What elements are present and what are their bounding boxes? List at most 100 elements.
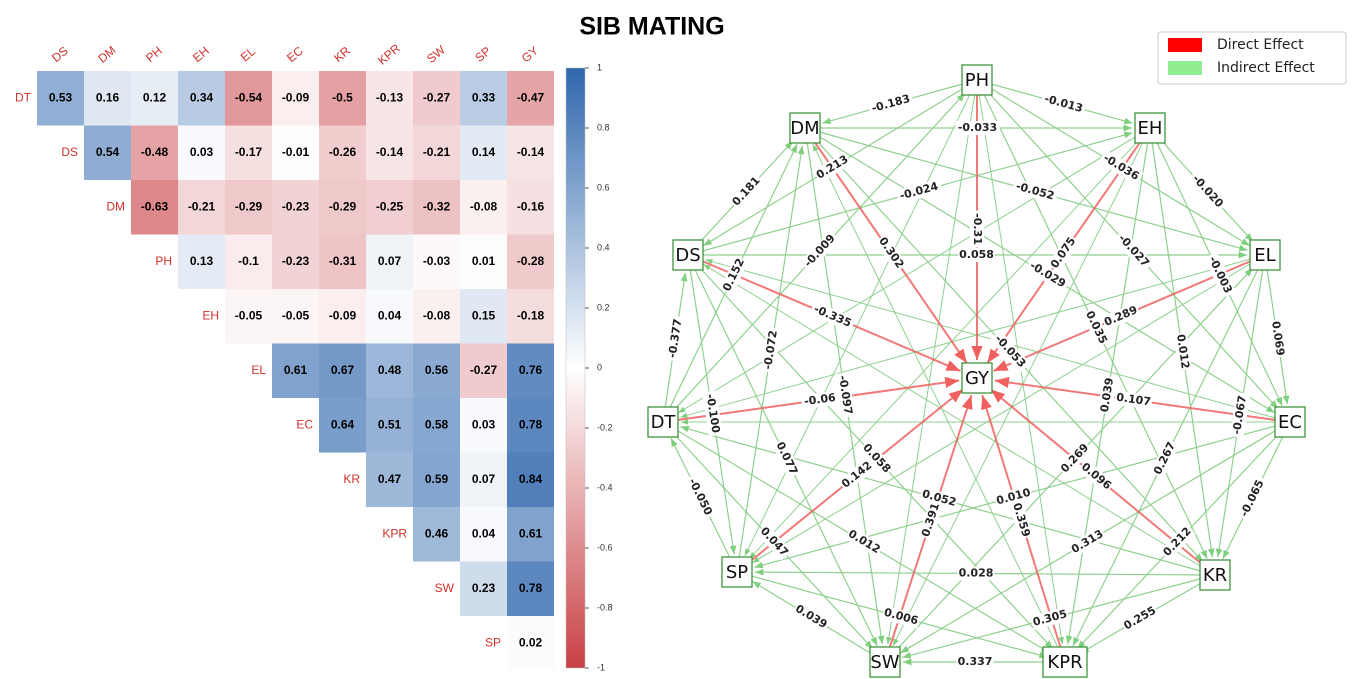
cell-value: 0.48	[378, 363, 402, 377]
edge-label: -0.003	[1206, 254, 1235, 295]
cell	[272, 125, 319, 180]
cell-value: 0.58	[425, 417, 449, 431]
edge-label: 0.039	[1098, 377, 1116, 413]
edge-label-group: 0.012	[1172, 332, 1193, 371]
cell	[366, 452, 413, 507]
cell	[460, 289, 507, 344]
cell	[507, 398, 554, 453]
cell	[319, 398, 366, 453]
row-label: SP	[485, 635, 501, 649]
edge-label-bg	[1101, 302, 1141, 331]
cell	[413, 71, 460, 126]
cell	[131, 125, 178, 180]
cell-value: 0.03	[472, 417, 496, 431]
node-label: DM	[790, 118, 819, 139]
edge-label-bg	[989, 330, 1031, 373]
edge-label-bg	[702, 390, 723, 437]
edge-label-group: 0.039	[1097, 375, 1118, 415]
cell-value: -0.63	[141, 199, 169, 213]
cell-value: -0.03	[423, 254, 451, 268]
cell-value: 0.64	[331, 417, 355, 431]
figure-title: SIB MATING	[579, 13, 724, 41]
edge-label-bg	[1229, 391, 1251, 439]
node-box	[869, 646, 901, 678]
legend-label: Indirect Effect	[1217, 60, 1315, 76]
cell	[507, 616, 554, 671]
edge-label-bg	[1204, 251, 1236, 299]
cell	[413, 343, 460, 398]
edge-label-bg	[1113, 229, 1154, 273]
indirect-edge	[752, 254, 1266, 564]
cell-value: -0.14	[517, 145, 545, 159]
node-box	[647, 406, 679, 438]
edge-label-group: 0.058	[958, 248, 995, 262]
edge-label-group: -0.377	[665, 315, 686, 362]
row-label: SW	[435, 581, 455, 595]
colorbar-tick-label: -0.4	[597, 482, 613, 492]
cell	[413, 180, 460, 235]
cell	[413, 452, 460, 507]
node-label: EL	[1254, 245, 1275, 266]
edge-label-group: -0.183	[867, 91, 915, 117]
cell-value: -0.16	[517, 199, 545, 213]
indirect-edge	[678, 127, 1151, 414]
colorbar-tick-label: 0.2	[597, 302, 610, 312]
edge-label-bg	[895, 178, 943, 205]
cell-value: 0.67	[331, 363, 355, 377]
cell-value: 0.46	[425, 526, 449, 540]
row-label: EC	[296, 417, 313, 431]
heatmap: DS DM PH EH EL EC KR KPR SW SP GY DT 0.53 0.16 0.12 0.3…	[15, 41, 613, 673]
cell	[507, 125, 554, 180]
cell-value: -0.28	[517, 254, 545, 268]
edge-label-bg	[719, 255, 749, 295]
cell	[131, 180, 178, 235]
edge-label-bg	[1187, 170, 1228, 213]
cell	[319, 71, 366, 126]
colorbar-tick-label: -0.2	[597, 422, 613, 432]
edge-label-group: -0.009	[799, 229, 841, 273]
row-label: KPR	[382, 526, 407, 540]
edge-label: -0.052	[1014, 180, 1055, 203]
edge-label-bg	[1172, 332, 1193, 371]
cell	[413, 507, 460, 562]
cell-value: -0.21	[188, 199, 216, 213]
edge-label-bg	[918, 500, 944, 540]
edge-label: 0.058	[959, 248, 994, 261]
node-label: PH	[965, 70, 989, 91]
row-label: PH	[155, 254, 172, 268]
colorbar-tick-label: -1	[597, 662, 605, 672]
node-box	[961, 362, 993, 394]
edge-label-bg	[919, 486, 959, 511]
edge-label-bg	[956, 655, 994, 669]
node-box	[1042, 646, 1088, 678]
edges	[662, 79, 1291, 666]
nodes: PH EH EL EC KR KPR SW SP DT DS DM GY	[647, 64, 1306, 678]
cell	[225, 234, 272, 289]
cell-value: -0.05	[282, 308, 310, 322]
cell	[366, 343, 413, 398]
colorbar-tick-label: 0.4	[597, 242, 610, 252]
edge-label-group: 0.391	[918, 500, 944, 540]
node-label: KPR	[1047, 652, 1082, 673]
edge-label: 0.337	[958, 655, 993, 668]
colorbar-tick-label: 1	[597, 62, 602, 72]
cell	[319, 180, 366, 235]
edge-label-bg	[1068, 526, 1107, 558]
edge-label: 0.047	[758, 524, 791, 558]
edge-label: 0.012	[1174, 333, 1192, 369]
cell	[507, 234, 554, 289]
edge-label-group: -0.027	[1113, 229, 1154, 273]
cell	[272, 180, 319, 235]
edge-label: -0.06	[803, 391, 837, 408]
cell	[366, 398, 413, 453]
cell	[413, 125, 460, 180]
cell-value: -0.08	[423, 308, 451, 322]
edge-label-bg	[1236, 475, 1269, 522]
edge-label: -0.072	[761, 329, 780, 370]
colorbar-tick-label: 0	[597, 362, 602, 372]
column-label: EH	[190, 44, 212, 65]
edge-label-group: 0.075	[1047, 233, 1080, 273]
edge-label-bg	[760, 326, 782, 374]
edge-label-bg	[1024, 257, 1071, 293]
cell-value: 0.78	[519, 581, 543, 595]
